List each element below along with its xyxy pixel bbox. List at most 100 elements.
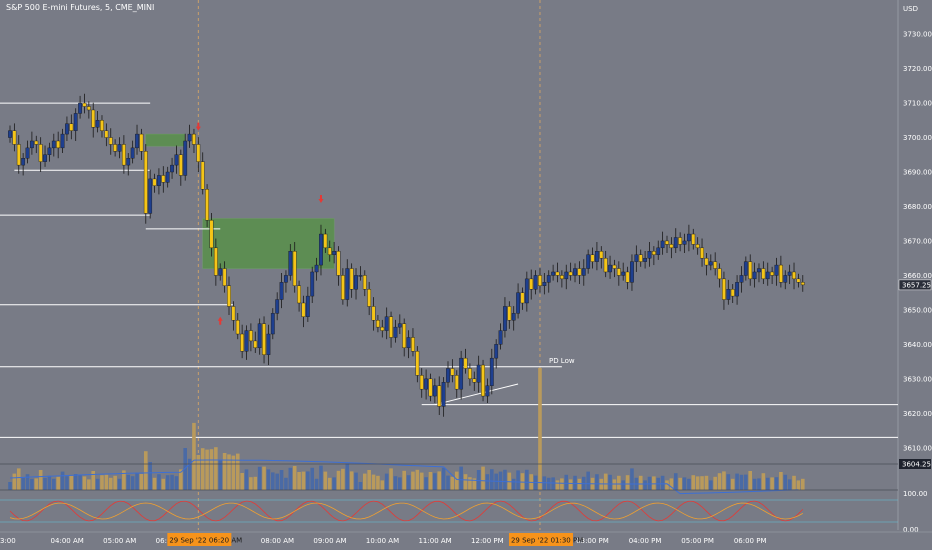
candle-body-174 — [770, 271, 775, 276]
candle-body-152 — [673, 237, 678, 249]
volume-bar-136 — [603, 473, 608, 490]
candle-87 — [389, 311, 393, 348]
volume-bar-158 — [700, 476, 704, 490]
volume-bar-168 — [744, 474, 748, 490]
time-axis-bg — [0, 532, 932, 550]
volume-bar-14 — [69, 475, 74, 490]
candle-57 — [257, 318, 262, 355]
candle-body-141 — [625, 271, 630, 283]
candle-body-55 — [248, 330, 253, 342]
candle-body-132 — [586, 254, 591, 269]
volume-bar-137 — [608, 474, 612, 490]
candle-body-48 — [218, 268, 223, 276]
volume-bar-31 — [143, 451, 148, 490]
candle-9 — [47, 142, 52, 162]
candle-body-173 — [765, 271, 770, 280]
volume-bar-101 — [450, 476, 455, 490]
candle-25 — [117, 137, 122, 159]
price-tick-9: 3640.00 — [903, 341, 932, 349]
candle-10 — [51, 133, 56, 157]
candle-body-45 — [205, 189, 209, 221]
candle-body-121 — [538, 275, 542, 286]
volume-bar-165 — [730, 478, 735, 490]
volume-bar-69 — [310, 467, 315, 490]
volume-bar-79 — [354, 472, 358, 490]
candle-61 — [275, 292, 280, 321]
volume-bar-58 — [262, 466, 266, 490]
candle-body-9 — [47, 147, 52, 155]
candle-body-165 — [730, 289, 735, 297]
volume-bar-52 — [235, 453, 240, 490]
candle-80 — [358, 266, 363, 281]
signal-arrow-2 — [217, 316, 223, 325]
volume-bar-40 — [183, 448, 187, 490]
volume-bar-11 — [56, 476, 60, 490]
candle-body-49 — [222, 268, 227, 286]
time-tick-10: 04:00 PM — [629, 537, 662, 545]
supply-zone-0 — [145, 133, 186, 147]
volume-bar-124 — [551, 477, 555, 490]
candle-19 — [91, 102, 96, 138]
candle-83 — [371, 297, 376, 331]
price-tick-6: 3670.00 — [903, 237, 932, 245]
candle-body-172 — [761, 268, 766, 280]
volume-bar-80 — [358, 482, 363, 490]
volume-bar-138 — [612, 479, 617, 490]
candle-body-19 — [91, 109, 96, 128]
volume-bar-61 — [275, 473, 279, 490]
candle-body-159 — [704, 257, 709, 266]
volume-bar-41 — [187, 458, 192, 490]
volume-bar-67 — [301, 471, 306, 490]
volume-bar-82 — [367, 470, 371, 490]
price-tick-8: 3650.00 — [903, 306, 932, 314]
candle-106 — [472, 371, 477, 391]
candle-171 — [757, 263, 761, 283]
candle-body-127 — [564, 271, 569, 280]
candle-body-41 — [187, 133, 192, 142]
volume-bar-164 — [726, 474, 731, 490]
candle-body-82 — [367, 289, 372, 307]
candle-124 — [551, 264, 556, 281]
volume-bar-100 — [446, 475, 450, 490]
candle-147 — [651, 246, 656, 266]
candle-body-106 — [472, 378, 477, 383]
volume-bar-145 — [643, 480, 647, 490]
volume-bar-81 — [362, 473, 367, 490]
volume-bar-87 — [389, 468, 393, 490]
volume-bar-107 — [476, 470, 481, 490]
symbol-title: S&P 500 E-mini Futures, 5, CME_MINI — [6, 3, 155, 12]
volume-bar-15 — [73, 474, 78, 490]
candle-body-46 — [209, 220, 214, 249]
price-tick-11: 3620.00 — [903, 410, 932, 418]
candle-body-59 — [266, 333, 271, 355]
candle-94 — [419, 368, 424, 398]
candle-body-122 — [542, 282, 547, 286]
volume-bar-172 — [761, 473, 766, 490]
volume-price-badge — [899, 459, 931, 469]
candle-body-6 — [34, 140, 39, 145]
volume-bar-99 — [441, 467, 446, 490]
candle-11 — [56, 131, 61, 159]
candle-119 — [529, 269, 534, 300]
candle-113 — [503, 297, 507, 338]
candle-body-95 — [424, 378, 428, 390]
volume-bar-55 — [249, 477, 253, 490]
candle-31 — [143, 144, 148, 224]
volume-bar-149 — [660, 475, 665, 490]
candle-body-101 — [450, 368, 455, 376]
candle-body-149 — [660, 240, 665, 249]
candle-164 — [726, 279, 731, 305]
candle-body-123 — [546, 275, 551, 283]
candle-141 — [625, 266, 630, 290]
time-tick-5: 09:00 AM — [313, 537, 346, 545]
candle-body-53 — [240, 333, 245, 352]
volume-bar-118 — [525, 469, 529, 490]
candle-body-21 — [100, 120, 104, 131]
candle-body-150 — [665, 240, 669, 245]
volume-bar-96 — [428, 472, 433, 490]
volume-bar-104 — [463, 474, 468, 490]
candle-163 — [722, 271, 726, 310]
volume-bar-88 — [393, 476, 398, 490]
volume-bar-22 — [104, 474, 109, 490]
